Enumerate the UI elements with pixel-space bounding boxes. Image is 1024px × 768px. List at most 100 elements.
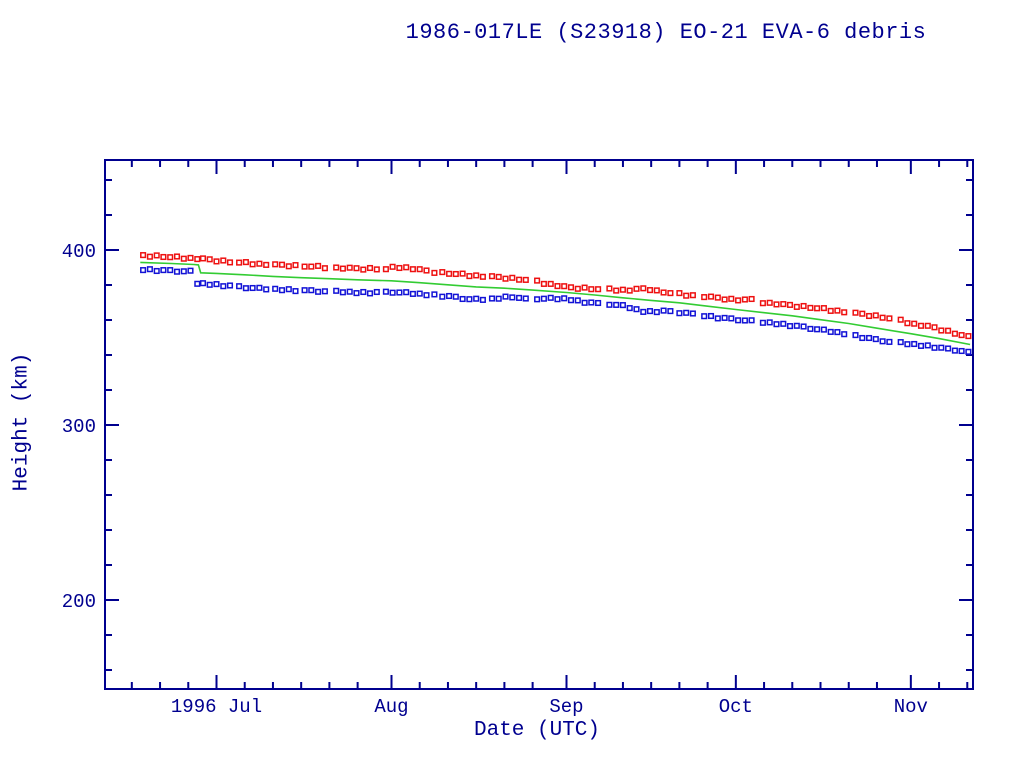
apogee-height-point [872,312,879,319]
apogee-height-point [382,266,389,273]
apogee-height-point [292,262,299,269]
apogee-height-point [466,273,473,280]
apogee-height-point [360,266,367,273]
apogee-height-point [841,309,848,316]
perigee-height-point [187,267,194,274]
perigee-height-point [220,283,227,290]
apogee-height-point [653,287,660,294]
perigee-height-point [904,341,911,348]
apogee-height-point [180,255,187,262]
perigee-height-point [495,295,502,302]
apogee-height-point [321,265,328,272]
apogee-height-point [567,284,575,291]
perigee-height-point [256,284,263,291]
perigee-height-point [707,312,715,320]
apogee-height-point [242,259,249,266]
apogee-height-point [780,301,787,308]
apogee-height-point [431,269,438,276]
perigee-height-point [714,315,721,322]
apogee-height-point [534,277,541,284]
perigee-height-point [403,289,410,296]
apogee-height-point [206,256,213,263]
apogee-height-point [646,287,654,294]
apogee-height-point [333,264,340,271]
perigee-height-point [396,289,403,296]
perigee-height-point [872,336,879,343]
y-axis-label: Height (km) [10,352,34,492]
perigee-height-point [206,281,213,288]
apogee-height-point [786,301,794,308]
perigee-height-point [958,347,965,355]
apogee-height-point [396,264,403,272]
perigee-height-point [689,310,696,317]
apogee-height-point [945,327,952,334]
perigee-height-point [534,296,541,303]
perigee-height-point [683,309,690,316]
apogee-height-point [226,259,234,266]
apogee-height-point [676,290,683,297]
perigee-height-point [866,334,873,342]
perigee-height-point [748,317,755,324]
perigee-height-point [292,288,299,295]
y-tick-label: 200 [62,591,96,613]
perigee-height-point [653,309,660,316]
apogee-height-point [683,292,690,299]
perigee-height-point [180,268,187,275]
perigee-height-point [606,301,613,308]
apogee-height-point [473,272,480,279]
apogee-height-point [852,309,859,316]
perigee-height-point [676,310,683,317]
apogee-height-point [879,314,886,321]
apogee-height-point [866,312,873,320]
perigee-height-point [859,334,866,342]
perigee-height-point [416,290,423,297]
perigee-height-point [333,287,340,294]
apogee-height-point [965,333,972,340]
apogee-height-point [409,266,416,273]
perigee-height-point [640,308,647,315]
apogee-height-point [773,301,780,308]
apogee-height-point [640,285,647,292]
apogee-height-point [721,296,728,303]
perigee-height-point [567,297,575,304]
apogee-height-point [574,285,581,292]
apogee-height-point [146,253,153,260]
perigee-height-point [479,296,486,303]
apogee-height-point [735,297,742,304]
perigee-height-point [226,282,234,289]
perigee-height-point [841,331,848,338]
apogee-height-point [160,253,167,261]
perigee-height-point [153,267,160,275]
perigee-height-point [459,295,466,303]
perigee-height-point [278,287,286,294]
apogee-height-point [689,292,696,299]
perigee-height-point [728,315,735,322]
perigee-height-point [721,314,728,321]
perigee-height-point [389,289,396,296]
apogee-height-point [859,310,866,317]
apogee-height-point [766,299,773,306]
apogee-height-point [951,330,958,337]
perigee-height-point [160,267,167,274]
perigee-height-point [308,287,315,294]
perigee-height-point [701,313,708,320]
perigee-height-point [938,344,945,351]
apogee-height-point [446,270,453,277]
apogee-height-point [626,287,633,294]
perigee-height-point [466,296,473,303]
x-tick-label: Oct [719,696,753,718]
perigee-height-point [439,293,446,300]
perigee-height-point [339,289,346,296]
apogee-height-point [278,261,286,268]
perigee-height-point [146,266,153,273]
perigee-height-point [409,290,416,297]
apogee-height-point [389,263,396,270]
apogee-height-point [213,258,220,265]
apogee-height-point [346,264,353,271]
perigee-height-point [285,286,292,293]
perigee-height-point [924,342,931,349]
apogee-height-point [439,269,446,276]
apogee-height-point [315,262,322,269]
apogee-height-point [199,255,207,262]
